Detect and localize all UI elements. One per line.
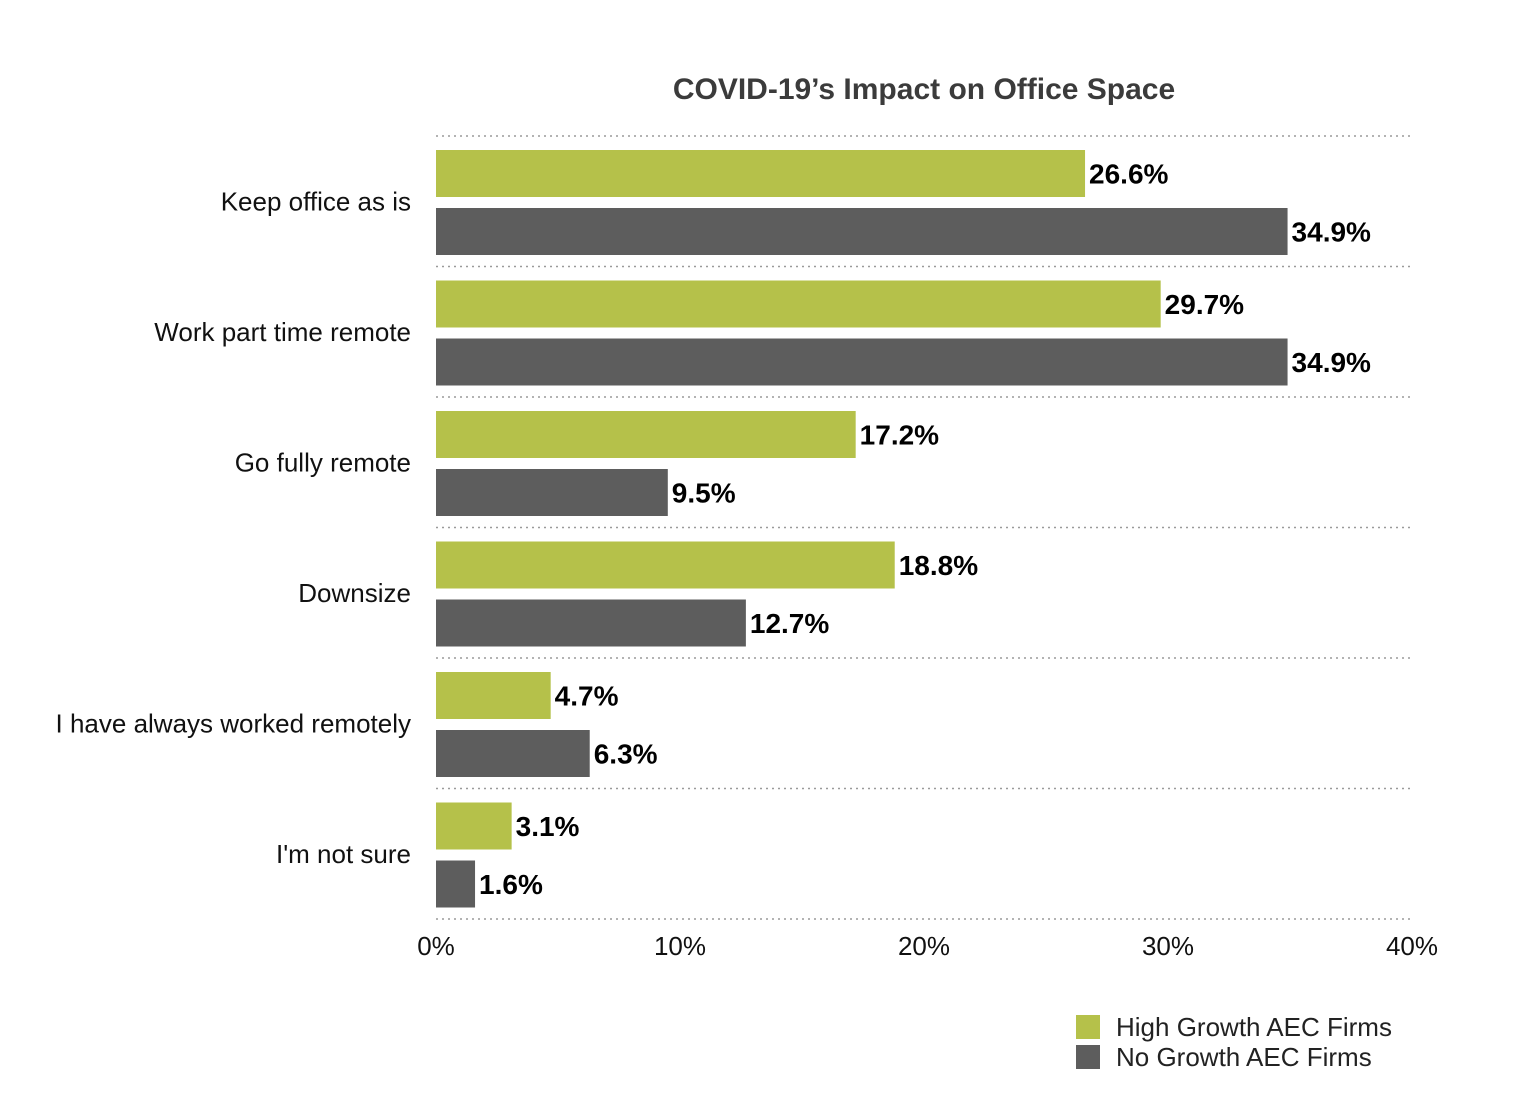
bar-high-growth xyxy=(436,541,895,589)
value-label: 34.9% xyxy=(1292,347,1371,378)
category-labels: Keep office as is Work part time remote Go… xyxy=(56,186,411,869)
legend-label: High Growth AEC Firms xyxy=(1116,1012,1392,1042)
bar-no-growth xyxy=(436,730,590,777)
value-label: 12.7% xyxy=(750,608,829,639)
x-tick-label: 10% xyxy=(654,931,706,961)
bar-no-growth xyxy=(436,208,1288,255)
gridlines xyxy=(436,135,1412,920)
x-tick-label: 30% xyxy=(1142,931,1194,961)
bar-no-growth xyxy=(436,860,476,908)
category-label: Keep office as is xyxy=(221,186,411,216)
bar-high-growth xyxy=(436,672,551,719)
bar-no-growth xyxy=(436,599,746,647)
category-label: Go fully remote xyxy=(235,447,411,477)
x-tick-label: 0% xyxy=(417,931,455,961)
x-axis-ticks: 0% 10% 20% 30% 40% xyxy=(417,931,1438,961)
value-label: 9.5% xyxy=(672,478,736,509)
value-label: 3.1% xyxy=(516,811,580,842)
x-tick-label: 20% xyxy=(898,931,950,961)
category-label: I'm not sure xyxy=(276,839,411,869)
legend-swatch xyxy=(1076,1015,1100,1039)
category-label: I have always worked remotely xyxy=(56,708,411,738)
category-label: Work part time remote xyxy=(154,317,411,347)
category-label: Downsize xyxy=(298,578,411,608)
bar-no-growth xyxy=(436,469,668,516)
bars xyxy=(436,150,1288,908)
value-label: 29.7% xyxy=(1165,289,1244,320)
bar-high-growth xyxy=(436,802,512,850)
value-label: 1.6% xyxy=(479,869,543,900)
bar-high-growth xyxy=(436,411,856,458)
value-label: 34.9% xyxy=(1292,217,1371,248)
legend-swatch xyxy=(1076,1045,1100,1069)
value-label: 4.7% xyxy=(555,681,619,712)
value-label: 17.2% xyxy=(860,420,939,451)
bar-high-growth xyxy=(436,280,1161,328)
bar-high-growth xyxy=(436,150,1086,197)
chart-title: COVID-19’s Impact on Office Space xyxy=(673,73,1175,106)
legend-label: No Growth AEC Firms xyxy=(1116,1042,1372,1072)
value-label: 6.3% xyxy=(594,739,658,770)
bar-no-growth xyxy=(436,338,1288,386)
x-tick-label: 40% xyxy=(1386,931,1438,961)
value-label: 18.8% xyxy=(899,550,978,581)
value-label: 26.6% xyxy=(1089,159,1168,190)
value-labels: 26.6% 34.9% 29.7% 34.9% 17.2% 9.5% 18.8% 12.7% 4… xyxy=(479,159,1371,901)
